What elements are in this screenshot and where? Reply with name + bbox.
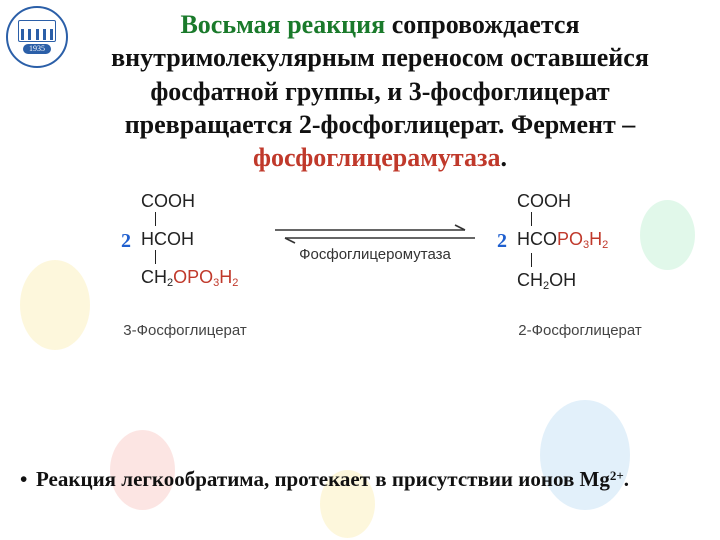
balloon-decor: [540, 400, 630, 510]
university-logo: 1935: [6, 6, 68, 68]
mol-left-line2: HCOH: [141, 230, 238, 249]
mol-left-po3: OPO: [173, 267, 213, 287]
sub: 2: [602, 239, 608, 251]
mol-left-line3: CH2OPO3H2: [141, 268, 238, 290]
equilibrium-arrow: Фосфоглицеромутаза: [265, 220, 485, 263]
bond-icon: [155, 250, 156, 264]
bullet-note: Реакция легкообратима, протекает в прису…: [36, 466, 680, 492]
molecule-3-phosphoglycerate: COOH HCOH CH2OPO3H2: [141, 192, 238, 289]
coefficient-right: 2: [497, 230, 507, 253]
logo-building-icon: [18, 20, 56, 42]
title-accent-1: Восьмая реакция: [180, 10, 385, 39]
bullet-pre: Реакция легкообратима, протекает в прису…: [36, 467, 610, 491]
coefficient-left: 2: [121, 230, 131, 253]
mol-left-l3a: CH: [141, 267, 167, 287]
bond-icon: [531, 253, 532, 267]
mol-right-po3: PO: [557, 229, 583, 249]
bullet-post: .: [624, 467, 629, 491]
logo-year: 1935: [23, 44, 51, 54]
mol-right-line2: HCOPO3H2: [517, 230, 608, 252]
slide-title: Восьмая реакция сопровождается внутримол…: [0, 0, 720, 174]
mol-left-line1: COOH: [141, 192, 238, 211]
caption-2-phosphoglycerate: 2-Фосфоглицерат: [495, 322, 665, 339]
caption-3-phosphoglycerate: 3-Фосфоглицерат: [95, 322, 275, 339]
mol-right-h: H: [589, 229, 602, 249]
double-arrow-icon: [265, 220, 485, 248]
title-accent-2: фосфоглицерамутаза: [253, 143, 500, 172]
mol-left-h: H: [219, 267, 232, 287]
sub: 2: [232, 277, 238, 289]
reaction-diagram: 2 2 COOH HCOH CH2OPO3H2 3-Фосфоглицерат …: [55, 192, 665, 362]
title-trail: .: [500, 143, 507, 172]
mol-right-l3a: CH: [517, 270, 543, 290]
bond-icon: [155, 212, 156, 226]
mol-right-line3: CH2OH: [517, 271, 608, 293]
mol-right-l2a: HCO: [517, 229, 557, 249]
mol-right-line1: COOH: [517, 192, 608, 211]
bond-icon: [531, 212, 532, 226]
bullet-sup: 2+: [610, 468, 624, 483]
enzyme-label: Фосфоглицеромутаза: [265, 246, 485, 263]
molecule-2-phosphoglycerate: COOH HCOPO3H2 CH2OH: [517, 192, 608, 292]
mol-right-oh: OH: [549, 270, 576, 290]
